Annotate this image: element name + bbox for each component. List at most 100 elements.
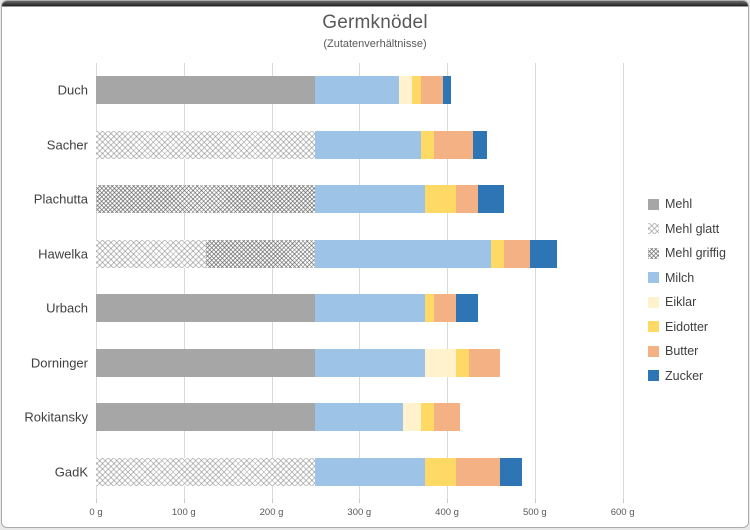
bar-segment-eidotter[interactable] [420,403,434,431]
bar-segment-butter[interactable] [455,185,478,213]
legend-label-mehl: Mehl [665,197,693,212]
axis-tick-600 [622,499,624,503]
axis-tick-300 [359,499,361,503]
x-axis: 0 g 100 g 200 g 300 g 400 g 500 g 600 g [89,499,635,525]
legend-swatch-eidotter [648,321,659,333]
chart-subtitle: (Zutatenverhältnisse) [323,38,427,50]
gridline-0 [96,63,97,499]
bar-row-plachutta: Plachutta [34,172,627,227]
axis-tick-label: 100 g [171,507,196,518]
bar-segment-butter[interactable] [455,457,500,486]
category-label-sacher: Sacher [46,137,88,153]
legend-swatch-mehl-glatt [648,223,659,235]
bar-segment-eiklar[interactable] [403,403,421,431]
stacked-bar-gadk [96,457,627,486]
bar-row-duch: Duch [58,63,627,118]
legend-item-mehl-glatt[interactable]: Mehl glatt [648,217,748,242]
bar-segment-eidotter[interactable] [425,294,434,322]
category-label-duch: Duch [57,82,88,98]
bar-segment-butter[interactable] [433,130,474,159]
legend-swatch-butter [648,345,659,357]
legend-label-eiklar: Eiklar [665,295,697,310]
gridline-200 [271,63,273,499]
legend-label-milch: Milch [665,270,695,285]
bar-row-dorninger: Dorninger [31,336,627,391]
category-label-urbach: Urbach [46,300,88,316]
bar-segment-milch[interactable] [315,294,426,322]
legend-swatch-milch [648,272,659,284]
bar-segment-mehl-griffig[interactable] [205,239,316,268]
stacked-bar-dorninger [96,348,627,377]
bar-row-gadk: GadK [55,445,627,500]
gridline-300 [359,63,361,499]
legend-item-eiklar[interactable]: Eiklar [648,290,748,315]
category-label-dorninger: Dorninger [30,355,88,371]
legend-item-mehl[interactable]: Mehl [648,192,748,217]
legend-item-eidotter[interactable]: Eidotter [648,315,748,340]
axis-tick-label: 300 g [347,507,372,518]
category-label-rokitansky: Rokitansky [24,409,88,425]
bar-segment-mehl-glatt[interactable] [96,457,316,486]
bar-segment-mehl-griffig[interactable] [96,185,316,213]
stacked-bar-hawelka [96,239,627,268]
bar-segment-butter[interactable] [504,239,531,268]
category-label-plachutta: Plachutta [33,191,88,207]
axis-tick-0 [96,499,97,503]
stacked-bar-duch [96,76,627,104]
bar-segment-milch[interactable] [315,130,421,159]
legend: Mehl Mehl glatt Mehl griffig Milch Eiklar Eid… [648,192,748,388]
axis-tick-200 [271,499,273,503]
bar-segment-eidotter[interactable] [455,348,469,377]
bar-segment-mehl[interactable] [96,403,316,431]
legend-label-eidotter: Eidotter [665,319,709,334]
bar-segment-mehl-glatt[interactable] [96,239,206,268]
legend-swatch-mehl [648,198,659,210]
bar-row-sacher: Sacher [47,118,627,173]
legend-label-butter: Butter [665,344,699,359]
stacked-bar-plachutta [96,185,627,213]
bar-segment-milch[interactable] [315,76,399,104]
bar-segment-eiklar[interactable] [425,348,456,377]
bar-segment-eidotter[interactable] [420,130,434,159]
legend-item-zucker[interactable]: Zucker [648,364,748,389]
bar-segment-mehl[interactable] [96,76,316,104]
bar-segment-zucker[interactable] [499,457,522,486]
bar-segment-milch[interactable] [315,348,426,377]
axis-tick-400 [447,499,449,503]
axis-tick-label: 600 g [610,507,635,518]
legend-label-mehl-glatt: Mehl glatt [665,221,720,236]
bar-segment-mehl[interactable] [96,294,316,322]
bar-segment-butter[interactable] [433,294,456,322]
bar-row-urbach: Urbach [46,281,627,336]
legend-item-milch[interactable]: Milch [648,266,748,291]
bar-segment-eidotter[interactable] [425,185,456,213]
stacked-bar-rokitansky [96,403,627,431]
legend-swatch-zucker [648,370,659,382]
category-label-gadk: GadK [54,464,88,480]
bar-segment-milch[interactable] [315,457,426,486]
bar-segment-eidotter[interactable] [411,76,421,104]
bar-segment-eiklar[interactable] [398,76,412,104]
bar-segment-zucker[interactable] [442,76,452,104]
bar-segment-mehl[interactable] [96,348,316,377]
bar-segment-butter[interactable] [433,403,461,431]
bar-segment-milch[interactable] [315,403,404,431]
axis-tick-label: 0 g [89,507,103,518]
bar-segment-zucker[interactable] [455,294,478,322]
bar-segment-butter[interactable] [420,76,443,104]
bar-segment-mehl-glatt[interactable] [96,130,316,159]
gridline-400 [447,63,449,499]
bar-segment-butter[interactable] [468,348,500,377]
legend-swatch-mehl-griffig [648,247,659,259]
bar-segment-milch[interactable] [315,185,426,213]
legend-item-butter[interactable]: Butter [648,339,748,364]
bar-segment-eidotter[interactable] [490,239,505,268]
legend-item-mehl-griffig[interactable]: Mehl griffig [648,241,748,266]
legend-label-zucker: Zucker [665,368,704,383]
bar-segment-zucker[interactable] [530,239,557,268]
bar-segment-eidotter[interactable] [425,457,456,486]
bar-segment-milch[interactable] [315,239,491,268]
bar-segment-zucker[interactable] [477,185,505,213]
bar-segment-zucker[interactable] [473,130,487,159]
